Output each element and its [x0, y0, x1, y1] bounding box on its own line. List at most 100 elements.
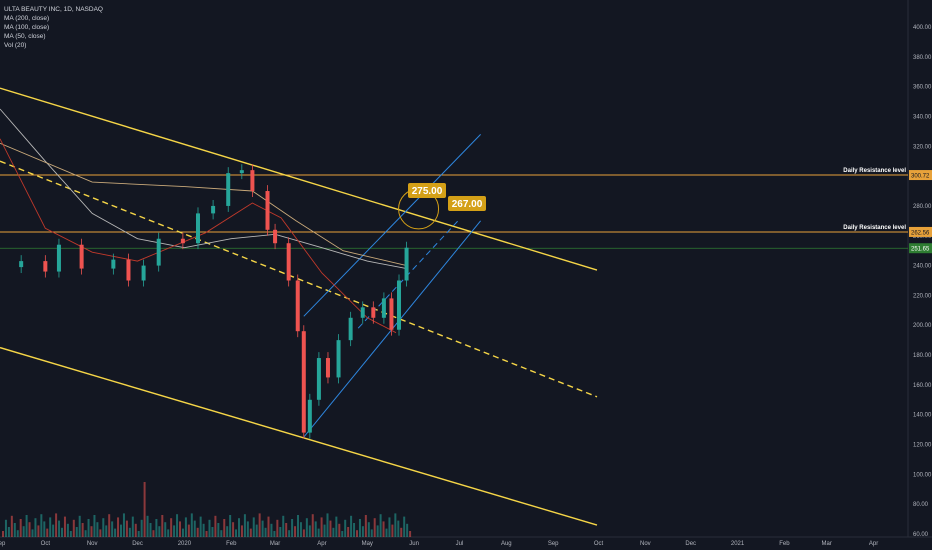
target-label-275-bg[interactable] [408, 183, 446, 198]
volume-bar [13, 523, 16, 537]
volume-bar [252, 517, 255, 537]
volume-bar [258, 513, 261, 537]
current-price-tag: 251.65 [911, 247, 930, 253]
y-tick-label: 240.00 [913, 264, 932, 270]
candle-body[interactable] [273, 229, 278, 244]
candle-body[interactable] [325, 358, 330, 378]
chart-legend: ULTA BEAUTY INC, 1D, NASDAQ MA (200, clo… [4, 5, 103, 50]
candle-body[interactable] [371, 307, 376, 318]
candle-body[interactable] [316, 358, 321, 400]
resistance-label-2: Daily Resistance level [843, 225, 906, 231]
volume-bar [184, 517, 187, 537]
x-tick-label: Oct [594, 541, 604, 547]
x-tick-label: Nov [640, 541, 651, 547]
x-tick-label: Aug [501, 541, 512, 547]
volume-bar [131, 516, 134, 537]
volume-bar [232, 522, 235, 537]
volume-bar [246, 521, 249, 537]
volume-bar [196, 527, 199, 537]
x-tick-label: Jun [409, 541, 419, 547]
y-tick-label: 140.00 [913, 413, 932, 419]
volume-bar [75, 527, 78, 537]
candle-body[interactable] [301, 331, 306, 433]
volume-bar [305, 518, 308, 537]
volume-bar [117, 517, 120, 537]
candle-body[interactable] [295, 280, 300, 332]
y-tick-label: 160.00 [913, 383, 932, 389]
x-tick-label: Jul [456, 541, 464, 547]
candle-body[interactable] [180, 238, 185, 244]
resistance-price-tag-1: 300.72 [911, 174, 930, 180]
candle-body[interactable] [126, 259, 131, 281]
volume-bar [291, 519, 294, 537]
trend-line-middle-channel[interactable] [0, 160, 598, 398]
y-tick-label: 400.00 [913, 25, 932, 31]
candle-body[interactable] [19, 261, 24, 268]
volume-bar [140, 519, 143, 537]
volume-bar [164, 522, 167, 537]
moving-average-line[interactable] [0, 138, 397, 334]
volume-bar [394, 513, 397, 537]
indicator-ma100[interactable]: MA (100, close) [4, 24, 50, 31]
y-tick-label: 80.00 [913, 502, 929, 508]
trend-line-blue-channel-upper[interactable] [303, 134, 481, 317]
trend-line-upper-channel[interactable] [0, 87, 598, 271]
volume-bar [158, 526, 161, 537]
volume-bar [223, 519, 226, 537]
volume-bar [25, 515, 28, 537]
volume-bar [114, 528, 117, 537]
candle-body[interactable] [111, 259, 116, 269]
symbol-title[interactable]: ULTA BEAUTY INC, 1D, NASDAQ [4, 6, 103, 13]
candle-body[interactable] [307, 399, 312, 433]
candle-body[interactable] [156, 238, 161, 266]
candle-body[interactable] [389, 298, 394, 330]
volume-bar [170, 518, 173, 537]
volume-bar [220, 530, 223, 537]
volume-bar [235, 529, 238, 537]
volume-bar [81, 523, 84, 537]
volume-bar [146, 515, 149, 537]
candle-body[interactable] [56, 244, 61, 272]
candle-body[interactable] [226, 173, 231, 206]
volume-bar [373, 518, 376, 537]
volume-bar [96, 522, 99, 537]
volume-bar [367, 522, 370, 537]
candle-body[interactable] [360, 307, 365, 318]
candle-body[interactable] [250, 170, 255, 192]
x-tick-label: Mar [822, 541, 832, 547]
candle-body[interactable] [239, 170, 244, 174]
candle-body[interactable] [381, 298, 386, 318]
volume-bar [46, 528, 49, 537]
x-tick-label: Dec [132, 541, 143, 547]
candle-body[interactable] [397, 280, 402, 330]
target-label-275: 275.00 [412, 186, 443, 197]
volume-bar [40, 514, 43, 537]
volume-bar [181, 528, 184, 537]
candle-body[interactable] [404, 247, 409, 281]
moving-average-line[interactable] [0, 108, 407, 270]
x-tick-label: May [362, 541, 373, 547]
candle-body[interactable] [336, 340, 341, 378]
candle-body[interactable] [286, 243, 291, 281]
volume-bar [66, 523, 69, 537]
candle-body[interactable] [195, 213, 200, 244]
candle-body[interactable] [79, 244, 84, 269]
candle-body[interactable] [265, 191, 270, 230]
trend-line-lower-channel[interactable] [0, 346, 598, 526]
volume-bar [329, 520, 332, 537]
candle-body[interactable] [348, 317, 353, 341]
candle-body[interactable] [211, 205, 216, 214]
x-tick-label: Feb [226, 541, 237, 547]
volume-bar [61, 527, 63, 537]
volume-bar [4, 519, 7, 537]
volume-bar [361, 526, 364, 537]
volume-bar [187, 524, 190, 537]
candle-body[interactable] [43, 261, 48, 272]
candle-body[interactable] [141, 265, 146, 281]
indicator-ma50[interactable]: MA (50, close) [4, 33, 46, 40]
target-label-267-bg[interactable] [448, 196, 486, 211]
indicator-volume[interactable]: Vol (20) [4, 42, 27, 49]
indicator-ma200[interactable]: MA (200, close) [4, 15, 50, 22]
